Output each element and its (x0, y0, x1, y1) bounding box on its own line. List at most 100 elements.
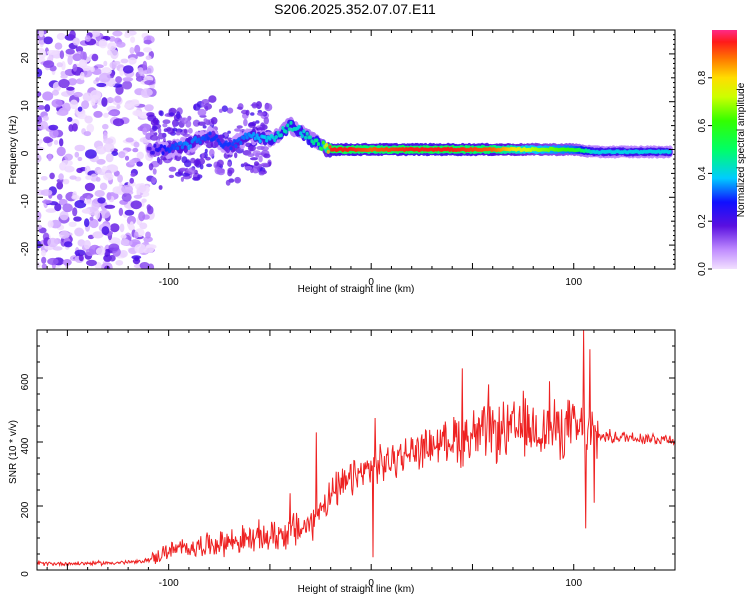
spectral-haze (234, 152, 238, 159)
spectral-haze (158, 185, 163, 190)
spectral-ridge-cell (232, 139, 236, 143)
spectral-haze (172, 127, 178, 132)
spectral-haze (197, 121, 206, 126)
noise-blob (144, 104, 154, 112)
spectral-ridge-cell (229, 146, 233, 151)
spectral-ridge-cell (214, 134, 219, 139)
noise-blob (105, 153, 114, 163)
spectral-ridge-cell (172, 146, 176, 151)
noise-blob (56, 181, 64, 190)
spectral-ridge-cell (320, 147, 324, 152)
spectral-ridge-cell (153, 143, 157, 148)
noise-blob (41, 249, 46, 257)
spectral-haze (192, 119, 201, 127)
noise-blob (141, 88, 153, 97)
spectral-haze (188, 127, 193, 134)
spectral-ridge-cell (237, 137, 241, 142)
noise-blob (67, 117, 73, 122)
noise-blob (99, 182, 108, 191)
noise-blob (85, 149, 97, 159)
spectral-ridge-cell (315, 138, 319, 143)
colorbar-tick-label: 0.6 (697, 118, 708, 132)
spectral-haze (227, 167, 235, 174)
noise-blob (84, 115, 93, 124)
spectral-haze (157, 127, 162, 134)
spectral-haze (218, 108, 223, 113)
noise-blob (96, 82, 107, 88)
spectral-ridge-cell (328, 145, 332, 149)
spectral-haze (193, 159, 200, 167)
spectral-haze (216, 161, 220, 167)
spectral-ridge-cell (206, 136, 210, 141)
spectral-haze (168, 174, 175, 179)
spectral-ridge-cell (159, 144, 163, 149)
noise-blob (62, 178, 70, 185)
colorbar-tick-label: 0.8 (697, 70, 708, 84)
noise-blob (63, 241, 73, 248)
spectral-haze (184, 160, 192, 168)
noise-blob (104, 204, 116, 209)
noise-blob (65, 48, 75, 55)
noise-blob (72, 53, 82, 62)
spectral-haze (167, 127, 174, 135)
spectral-ridge-cell (316, 142, 321, 146)
spectral-ridge-cell (188, 144, 193, 149)
noise-blob (73, 91, 83, 98)
spectral-ridge-cell (151, 150, 155, 155)
noise-blob (95, 177, 101, 182)
spectral-haze (245, 142, 252, 148)
noise-blob (47, 220, 54, 228)
noise-blob (38, 30, 44, 38)
noise-blob (146, 204, 152, 211)
spectral-ridge-cell (302, 129, 306, 134)
noise-blob (56, 193, 63, 200)
noise-blob (103, 172, 114, 181)
noise-blob (126, 215, 136, 225)
spectral-haze (217, 169, 225, 176)
spectral-ridge-cell (205, 133, 209, 138)
noise-blob (72, 37, 80, 46)
noise-blob (74, 227, 84, 237)
spectral-haze (168, 112, 175, 117)
spectral-haze (263, 116, 269, 125)
noise-blob (69, 30, 76, 40)
noise-blob (37, 146, 45, 151)
noise-blob (129, 177, 134, 184)
snr-series-line (37, 330, 675, 567)
noise-blob (89, 216, 94, 221)
spectral-ridge-cell (161, 151, 165, 156)
snr-xlabel: Height of straight line (km) (298, 584, 415, 595)
noise-blob (74, 151, 80, 158)
noise-blob (37, 224, 43, 230)
noise-blob (56, 146, 66, 157)
noise-blob (138, 211, 146, 222)
spectral-ridge-cell (183, 145, 189, 153)
noise-blob (56, 109, 69, 116)
noise-blob (43, 36, 53, 45)
spectral-haze (227, 161, 232, 166)
noise-blob (77, 106, 83, 112)
spectral-haze (193, 103, 201, 111)
spectral-haze (226, 107, 234, 114)
spectral-haze (234, 128, 241, 132)
noise-blob (122, 65, 134, 74)
spectral-haze (243, 162, 248, 167)
spectral-ridge-cell (265, 138, 269, 143)
noise-blob (110, 49, 119, 60)
noise-blob (91, 53, 99, 62)
colorbar-ticks: 0.0 0.2 0.4 0.6 0.8 (697, 70, 712, 276)
noise-blob (68, 78, 77, 86)
spectral-haze (152, 125, 158, 131)
x-tick-label: 0 (368, 578, 374, 589)
spectral-haze (255, 101, 262, 110)
noise-blob (112, 30, 123, 37)
noise-blob (103, 112, 109, 118)
noise-blob (37, 262, 41, 268)
spectral-ridge-cell (252, 132, 256, 136)
noise-blob (116, 104, 121, 110)
spectral-ridge-cell (281, 126, 285, 130)
spectral-ridge-cell (321, 140, 325, 145)
noise-blob (59, 138, 64, 147)
